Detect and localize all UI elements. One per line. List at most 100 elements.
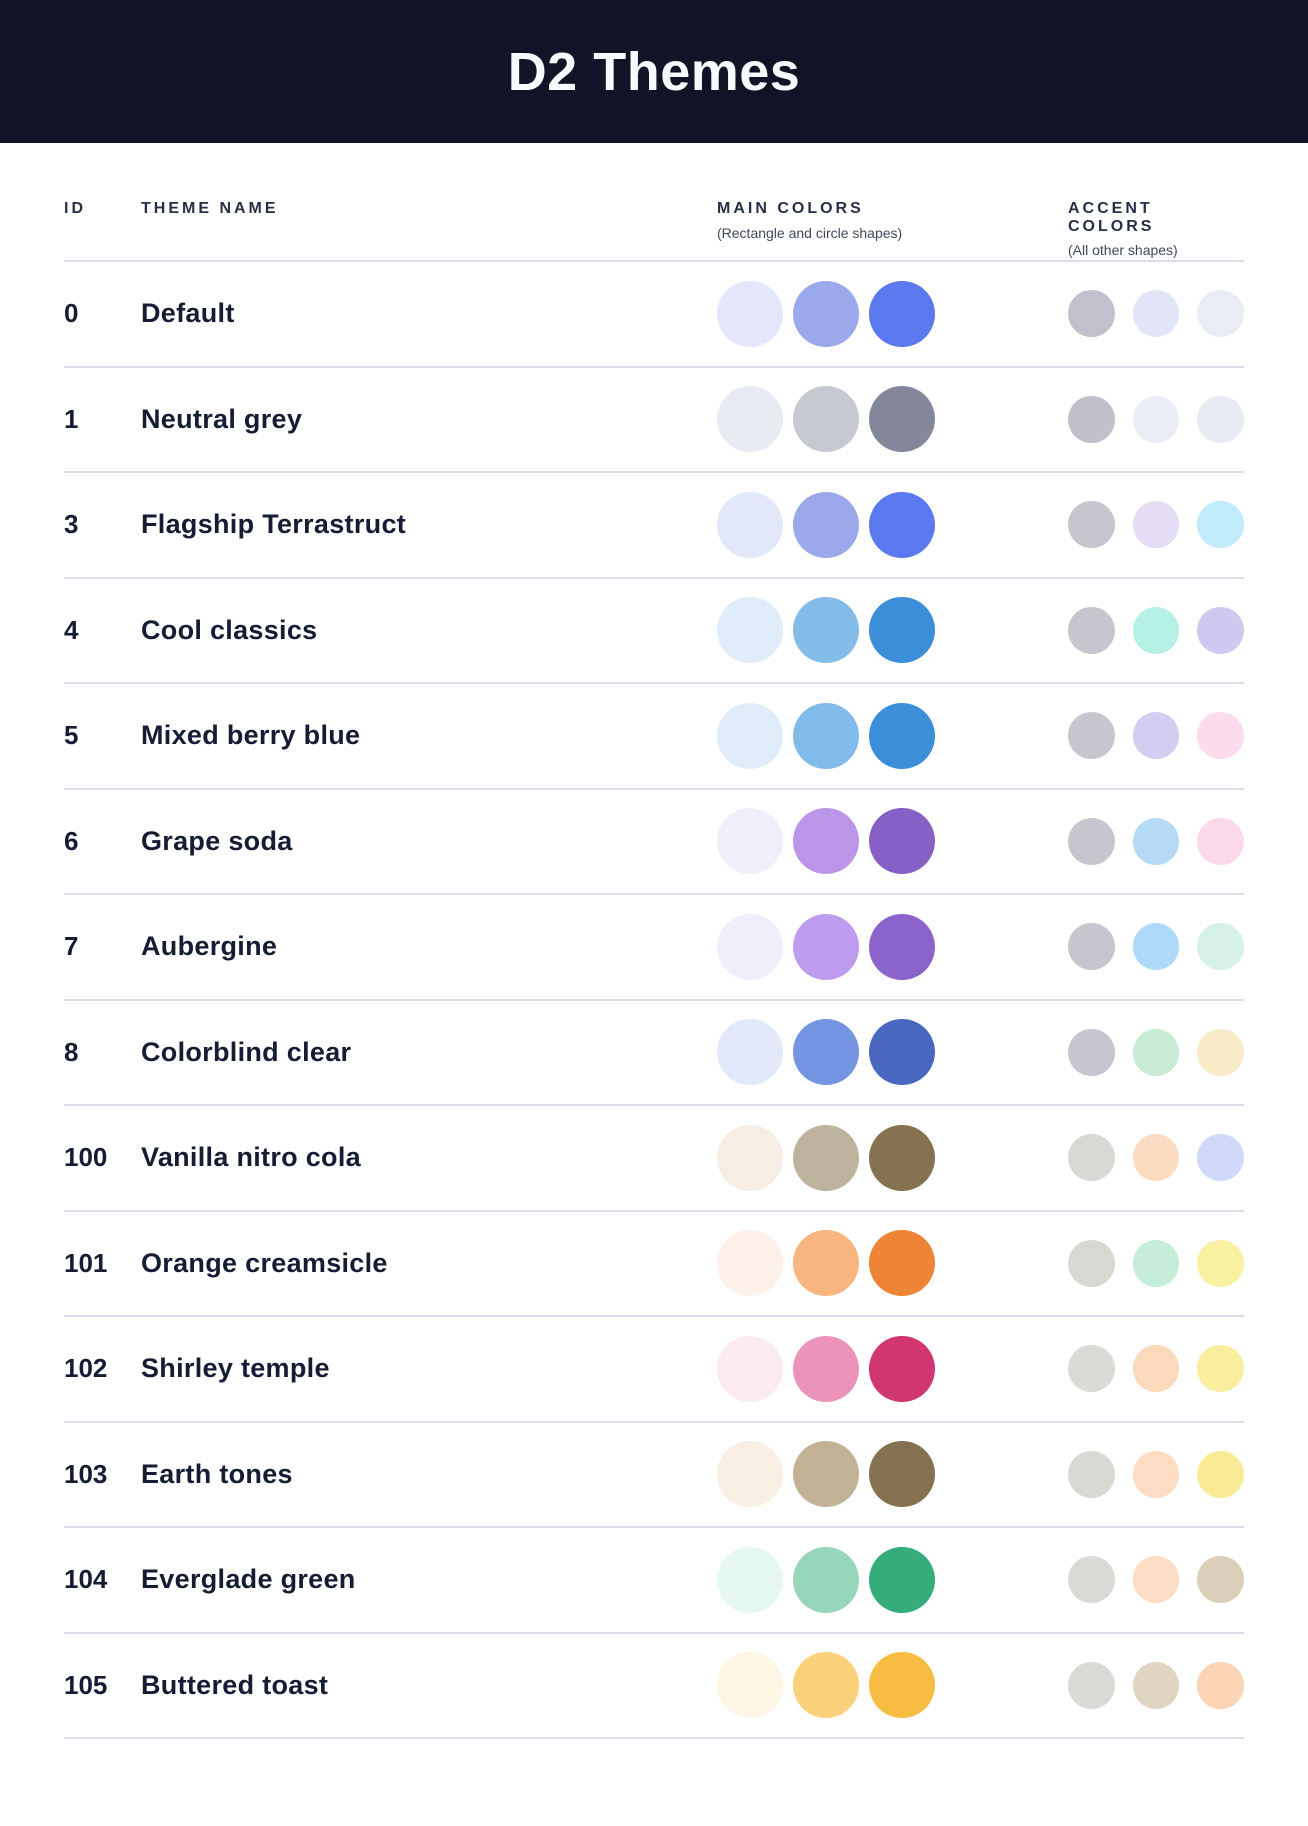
main-color-swatch <box>717 808 783 875</box>
theme-name: Orange creamsicle <box>141 1247 388 1278</box>
column-header-accent-colors-subtitle: (All other shapes) <box>1068 242 1178 259</box>
accent-color-swatch <box>1068 923 1115 971</box>
main-color-swatch <box>869 1124 935 1191</box>
theme-id: 7 <box>64 931 79 962</box>
main-color-swatch <box>869 1652 935 1719</box>
accent-colors-group <box>1068 501 1245 549</box>
theme-row: 0 Default <box>64 262 1245 368</box>
accent-color-swatch <box>1132 1556 1180 1604</box>
accent-color-swatch <box>1197 395 1245 443</box>
page-title: D2 Themes <box>507 41 801 102</box>
accent-color-swatch <box>1132 1661 1180 1709</box>
accent-color-swatch <box>1068 1450 1115 1498</box>
main-colors-group <box>717 1652 1068 1719</box>
main-color-swatch <box>717 1335 783 1402</box>
main-color-swatch <box>717 1546 783 1613</box>
main-color-swatch <box>869 808 935 875</box>
theme-row: 3 Flagship Terrastruct <box>64 473 1245 579</box>
main-color-swatch <box>793 597 859 664</box>
theme-name: Vanilla nitro cola <box>141 1142 361 1173</box>
theme-id: 5 <box>64 720 79 751</box>
accent-color-swatch <box>1197 1556 1245 1604</box>
main-color-swatch <box>717 1652 783 1719</box>
theme-row: 5 Mixed berry blue <box>64 684 1245 790</box>
accent-color-swatch <box>1132 712 1180 760</box>
theme-row: 105 Buttered toast <box>64 1634 1245 1739</box>
column-header-accent-colors-label: ACCENT COLORS <box>1068 200 1155 235</box>
main-color-swatch <box>793 1546 859 1613</box>
accent-color-swatch <box>1068 1661 1115 1709</box>
accent-colors-group <box>1068 1345 1245 1393</box>
accent-color-swatch <box>1068 290 1115 338</box>
theme-id: 103 <box>64 1458 108 1489</box>
theme-name: Everglade green <box>141 1564 356 1595</box>
accent-colors-group <box>1068 1028 1245 1076</box>
main-colors-group <box>717 1335 1068 1402</box>
accent-colors-group <box>1068 923 1245 971</box>
theme-name: Cool classics <box>141 614 318 645</box>
accent-color-swatch <box>1068 1028 1115 1076</box>
accent-color-swatch <box>1132 1239 1180 1287</box>
theme-name: Neutral grey <box>141 403 303 434</box>
theme-id: 105 <box>64 1669 108 1700</box>
themes-table: ID THEME NAME MAIN COLORS (Rectangle and… <box>64 143 1245 1739</box>
main-color-swatch <box>869 1546 935 1613</box>
main-colors-group <box>717 1019 1068 1086</box>
accent-colors-group <box>1068 1450 1245 1498</box>
theme-id: 100 <box>64 1142 108 1173</box>
main-colors-group <box>717 1230 1068 1297</box>
theme-id: 4 <box>64 614 79 645</box>
accent-color-swatch <box>1068 1134 1115 1182</box>
theme-id: 6 <box>64 825 79 856</box>
main-color-swatch <box>793 386 859 453</box>
theme-row: 6 Grape soda <box>64 790 1245 895</box>
accent-color-swatch <box>1197 1450 1245 1498</box>
main-color-swatch <box>869 386 935 453</box>
accent-color-swatch <box>1132 817 1180 865</box>
accent-color-swatch <box>1132 1345 1180 1393</box>
main-color-swatch <box>869 597 935 664</box>
accent-color-swatch <box>1197 1028 1245 1076</box>
main-color-swatch <box>717 386 783 453</box>
main-color-swatch <box>793 702 859 769</box>
main-color-swatch <box>869 1019 935 1086</box>
main-color-swatch <box>793 913 859 980</box>
table-body: 0 Default 1 Neutral grey 3 Flagship Terrastru… <box>64 262 1245 1739</box>
main-color-swatch <box>793 1652 859 1719</box>
main-colors-group <box>717 1124 1068 1191</box>
main-color-swatch <box>869 1335 935 1402</box>
main-color-swatch <box>869 913 935 980</box>
accent-color-swatch <box>1132 395 1180 443</box>
column-header-main-colors: MAIN COLORS (Rectangle and circle shapes… <box>717 143 1068 241</box>
accent-color-swatch <box>1068 712 1115 760</box>
header-bar: D2 Themes <box>0 0 1308 143</box>
accent-color-swatch <box>1132 1028 1180 1076</box>
main-color-swatch <box>717 280 783 347</box>
main-colors-group <box>717 1441 1068 1508</box>
theme-name: Earth tones <box>141 1458 293 1489</box>
accent-color-swatch <box>1197 1134 1245 1182</box>
accent-color-swatch <box>1197 1345 1245 1393</box>
accent-color-swatch <box>1197 606 1245 654</box>
theme-row: 102 Shirley temple <box>64 1317 1245 1423</box>
theme-name: Default <box>141 298 235 329</box>
main-color-swatch <box>869 702 935 769</box>
table-header-row: ID THEME NAME MAIN COLORS (Rectangle and… <box>64 143 1244 262</box>
accent-colors-group <box>1068 1661 1245 1709</box>
theme-row: 1 Neutral grey <box>64 368 1245 473</box>
theme-row: 100 Vanilla nitro cola <box>64 1106 1245 1212</box>
accent-color-swatch <box>1068 1556 1115 1604</box>
accent-color-swatch <box>1197 501 1245 549</box>
accent-color-swatch <box>1132 501 1180 549</box>
main-colors-group <box>717 597 1068 664</box>
theme-id: 102 <box>64 1353 108 1384</box>
accent-colors-group <box>1068 290 1245 338</box>
main-colors-group <box>717 702 1068 769</box>
accent-color-swatch <box>1068 1345 1115 1393</box>
theme-id: 1 <box>64 403 79 434</box>
theme-row: 7 Aubergine <box>64 895 1245 1001</box>
column-header-accent-colors: ACCENT COLORS (All other shapes) <box>1068 143 1244 259</box>
main-color-swatch <box>717 1019 783 1086</box>
main-color-swatch <box>793 1441 859 1508</box>
